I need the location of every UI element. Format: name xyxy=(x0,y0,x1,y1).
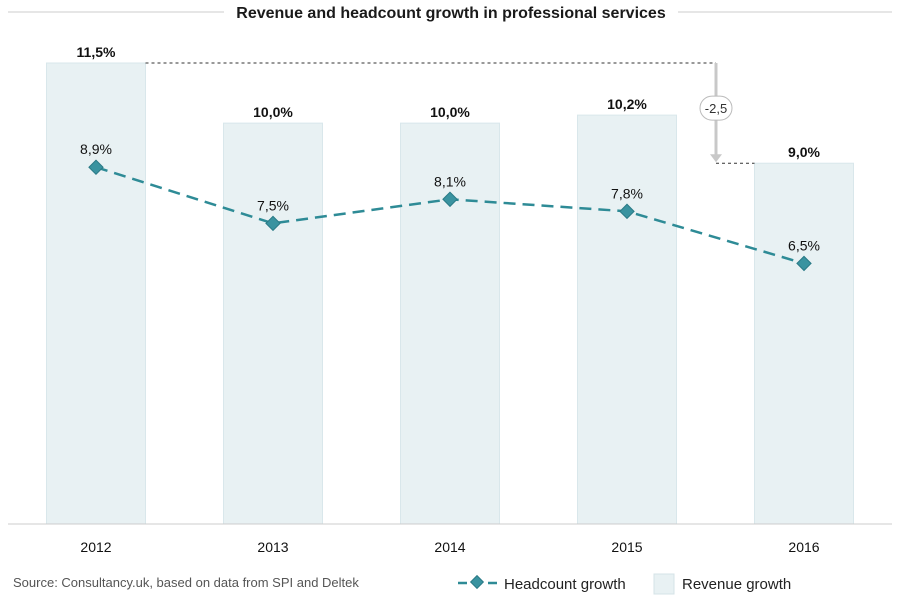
revenue-bars xyxy=(46,62,854,525)
source-note: Source: Consultancy.uk, based on data fr… xyxy=(13,575,359,590)
headcount-point-2013 xyxy=(265,215,281,232)
annotation-value: -2,5 xyxy=(705,101,727,116)
revenue-bar-2013 xyxy=(223,122,323,525)
x-tick-2016: 2016 xyxy=(788,539,819,555)
x-tick-2014: 2014 xyxy=(434,539,465,555)
revenue-label-2016: 9,0% xyxy=(788,144,820,160)
headcount-label-2015: 7,8% xyxy=(611,185,643,201)
headcount-series xyxy=(88,159,812,272)
revenue-label-2015: 10,2% xyxy=(607,96,647,112)
difference-annotation: -2,5 xyxy=(145,62,755,164)
revenue-bar-2014 xyxy=(400,122,500,525)
headcount-label-2013: 7,5% xyxy=(257,197,289,213)
x-tick-2013: 2013 xyxy=(257,539,288,555)
legend-headcount-label: Headcount growth xyxy=(504,576,626,593)
legend: Headcount growth Revenue growth xyxy=(458,573,791,595)
headcount-point-2014 xyxy=(442,191,458,208)
headcount-labels: 8,9% 7,5% 8,1% 7,8% 6,5% xyxy=(80,141,820,253)
revenue-label-2014: 10,0% xyxy=(430,104,470,120)
headcount-label-2012: 8,9% xyxy=(80,141,112,157)
chart-title: Revenue and headcount growth in professi… xyxy=(236,5,666,22)
revenue-label-2013: 10,0% xyxy=(253,104,293,120)
revenue-bar-2015 xyxy=(577,114,677,525)
headcount-point-2016 xyxy=(796,255,812,272)
legend-headcount-marker xyxy=(469,574,485,590)
annotation-arrow-head xyxy=(710,154,722,163)
legend-revenue-label: Revenue growth xyxy=(682,576,791,593)
headcount-point-2015 xyxy=(619,203,635,220)
x-tick-2012: 2012 xyxy=(80,539,111,555)
x-tick-labels: 2012 2013 2014 2015 2016 xyxy=(80,539,819,555)
revenue-bar-2012 xyxy=(46,62,146,525)
revenue-bar-labels: 11,5% 10,0% 10,0% 10,2% 9,0% xyxy=(77,44,821,160)
headcount-label-2016: 6,5% xyxy=(788,237,820,253)
headcount-point-2012 xyxy=(88,159,104,176)
revenue-bar-2016 xyxy=(754,162,854,525)
revenue-label-2012: 11,5% xyxy=(77,44,116,60)
x-tick-2015: 2015 xyxy=(611,539,642,555)
headcount-label-2014: 8,1% xyxy=(434,173,466,189)
legend-revenue-swatch xyxy=(653,573,675,595)
annotation-badge xyxy=(699,95,733,121)
